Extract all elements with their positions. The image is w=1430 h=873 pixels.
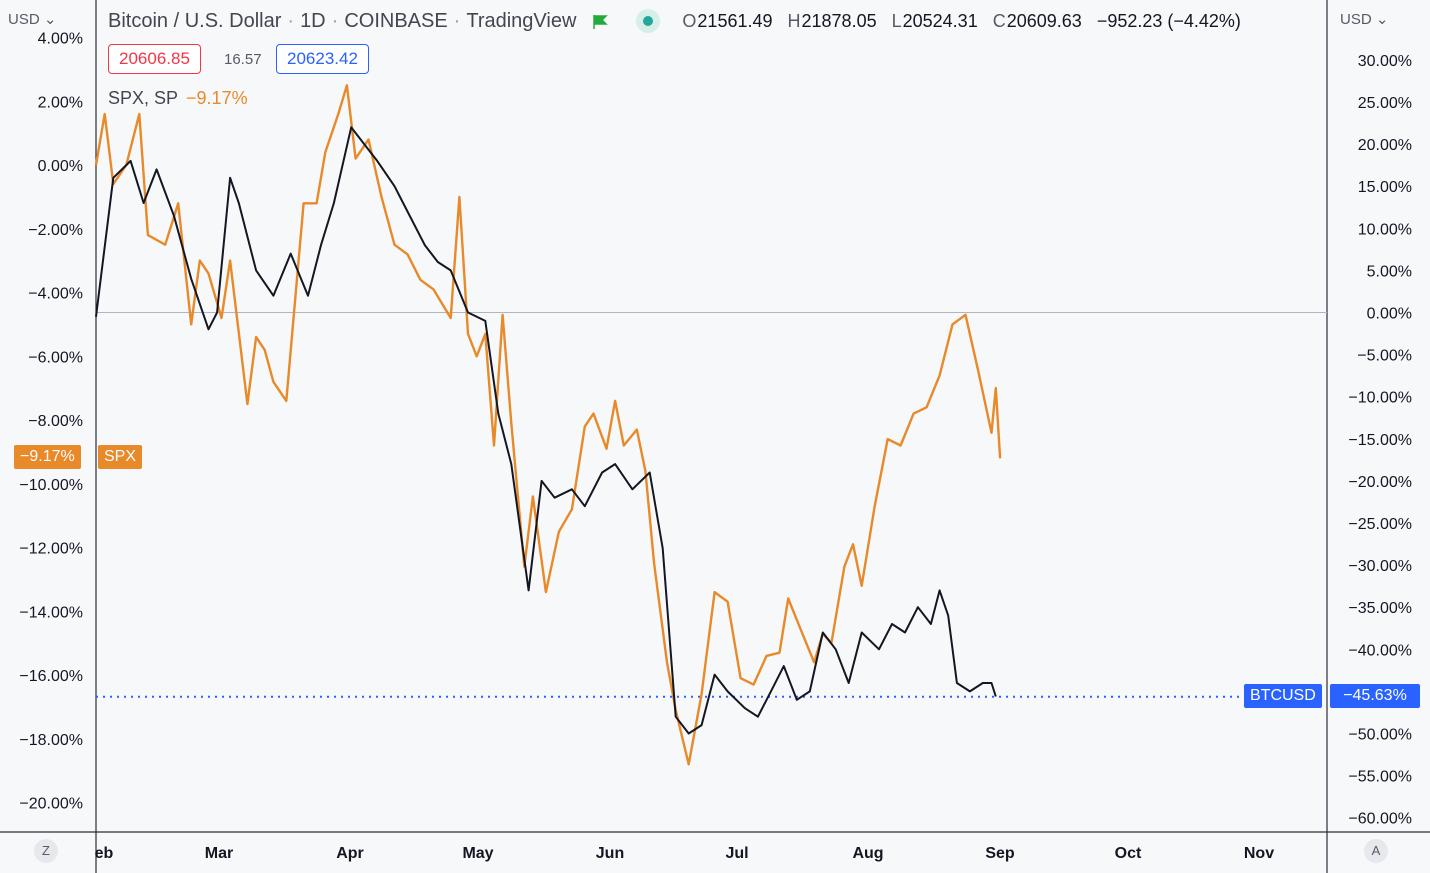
- zoom-reset-button[interactable]: Z: [34, 839, 58, 863]
- left-axis-tick-label: −20.00%: [19, 796, 83, 813]
- auto-scale-label: A: [1371, 843, 1381, 858]
- time-axis-tick-label: Oct: [1115, 845, 1142, 862]
- chart-header: Bitcoin / U.S. Dollar · 1D · COINBASE · …: [108, 9, 1241, 33]
- separator-dot: ·: [331, 9, 339, 32]
- source-label: TradingView: [466, 9, 577, 32]
- exchange-label: COINBASE: [344, 9, 448, 32]
- spx-tag-value: −9.17%: [20, 448, 75, 465]
- right-axis-tick-label: −25.00%: [1348, 516, 1412, 533]
- btc-value-tag: −45.63%: [1330, 684, 1420, 708]
- separator-dot: ·: [287, 9, 295, 32]
- compare-legend[interactable]: SPX, SP −9.17%: [108, 88, 248, 109]
- spx-value-tag: −9.17%: [14, 445, 81, 469]
- spx-tag-name: SPX: [104, 448, 137, 465]
- left-axis-tick-label: −6.00%: [28, 349, 83, 366]
- compare-change: −9.17%: [186, 88, 248, 108]
- right-axis-tick-label: 0.00%: [1367, 306, 1412, 323]
- open-value: 21561.49: [697, 10, 773, 31]
- compare-label: SPX, SP: [108, 88, 179, 108]
- zoom-reset-label: Z: [42, 843, 50, 858]
- low-label: L: [891, 10, 902, 31]
- btc-tag-name: BTCUSD: [1250, 687, 1316, 704]
- spread-value: 16.57: [224, 51, 262, 68]
- close-value: 20609.63: [1006, 10, 1082, 31]
- left-axis-tick-label: −18.00%: [19, 732, 83, 749]
- right-axis-tick-label: 20.00%: [1358, 137, 1412, 154]
- right-axis-tick-label: −30.00%: [1348, 558, 1412, 575]
- close-label: C: [992, 10, 1006, 31]
- btc-tag-value: −45.63%: [1343, 687, 1407, 704]
- chevron-down-icon: ⌄: [43, 11, 57, 28]
- time-axis-tick-label: Jun: [596, 845, 624, 862]
- buy-button[interactable]: 20623.42: [276, 44, 369, 74]
- market-status-icon[interactable]: [636, 9, 661, 33]
- right-axis-tick-label: −10.00%: [1348, 390, 1412, 407]
- left-axis-tick-label: −8.00%: [28, 413, 83, 430]
- time-axis-tick-label: May: [462, 845, 493, 862]
- right-axis-tick-label: −35.00%: [1348, 600, 1412, 617]
- low-value: 20524.31: [902, 10, 978, 31]
- open-label: O: [682, 10, 697, 31]
- time-axis-tick-label: Apr: [336, 845, 364, 862]
- sell-price: 20606.85: [119, 49, 190, 68]
- left-axis-tick-label: 2.00%: [38, 94, 83, 111]
- sell-button[interactable]: 20606.85: [108, 44, 201, 74]
- right-currency-selector[interactable]: USD ⌄: [1340, 10, 1388, 28]
- change-value: −952.23 (−4.42%): [1096, 10, 1241, 31]
- spx-name-tag: SPX: [98, 445, 143, 469]
- high-value: 21878.05: [801, 10, 877, 31]
- btc-name-tag: BTCUSD: [1244, 684, 1322, 708]
- left-axis-tick-label: 0.00%: [38, 158, 83, 175]
- left-axis-tick-label: −16.00%: [19, 668, 83, 685]
- right-axis-tick-label: −20.00%: [1348, 474, 1412, 491]
- right-axis-tick-label: −55.00%: [1348, 769, 1412, 786]
- right-axis-tick-label: −40.00%: [1348, 642, 1412, 659]
- series-group: [94, 84, 1002, 766]
- time-axis-tick-label: Jul: [725, 845, 748, 862]
- auto-scale-button[interactable]: A: [1364, 839, 1388, 863]
- time-axis-tick-label: Mar: [205, 845, 233, 862]
- right-axis-tick-label: 25.00%: [1358, 95, 1412, 112]
- left-currency-selector[interactable]: USD ⌄: [8, 10, 56, 28]
- left-axis-tick-label: −14.00%: [19, 604, 83, 621]
- left-axis-tick-label: −12.00%: [19, 541, 83, 558]
- time-axis-tick-label: eb: [95, 845, 114, 862]
- time-axis-tick-label: Nov: [1244, 845, 1274, 862]
- high-label: H: [787, 10, 801, 31]
- time-axis-tick-label: Sep: [985, 845, 1015, 862]
- left-currency-label: USD: [8, 11, 40, 28]
- left-axis-tick-label: −10.00%: [19, 477, 83, 494]
- right-axis-tick-label: 5.00%: [1367, 263, 1412, 280]
- right-axis-tick-label: 10.00%: [1358, 221, 1412, 238]
- right-axis-tick-label: −50.00%: [1348, 727, 1412, 744]
- chevron-down-icon: ⌄: [1375, 11, 1389, 28]
- spx-series-line: [94, 84, 1002, 766]
- left-axis-tick-label: −2.00%: [28, 222, 83, 239]
- time-axis-tick-label: Aug: [852, 845, 883, 862]
- flag-icon[interactable]: [592, 13, 609, 29]
- right-currency-label: USD: [1340, 11, 1372, 28]
- time-axis-pane: [0, 832, 1430, 873]
- symbol-title[interactable]: Bitcoin / U.S. Dollar: [108, 9, 282, 32]
- interval-label[interactable]: 1D: [300, 9, 326, 32]
- right-axis-tick-label: 30.00%: [1358, 53, 1412, 70]
- left-axis-tick-label: 4.00%: [38, 31, 83, 48]
- right-axis-tick-label: −15.00%: [1348, 432, 1412, 449]
- right-axis-tick-label: −5.00%: [1357, 348, 1412, 365]
- btcusd-series-line: [95, 126, 997, 735]
- right-axis-tick-label: 15.00%: [1358, 179, 1412, 196]
- right-axis-tick-label: −60.00%: [1348, 811, 1412, 828]
- ohlc-values: O21561.49 H21878.05 L20524.31 C20609.63 …: [682, 11, 1241, 32]
- left-axis-tick-label: −4.00%: [28, 286, 83, 303]
- separator-dot: ·: [453, 9, 461, 32]
- buy-price: 20623.42: [287, 49, 358, 68]
